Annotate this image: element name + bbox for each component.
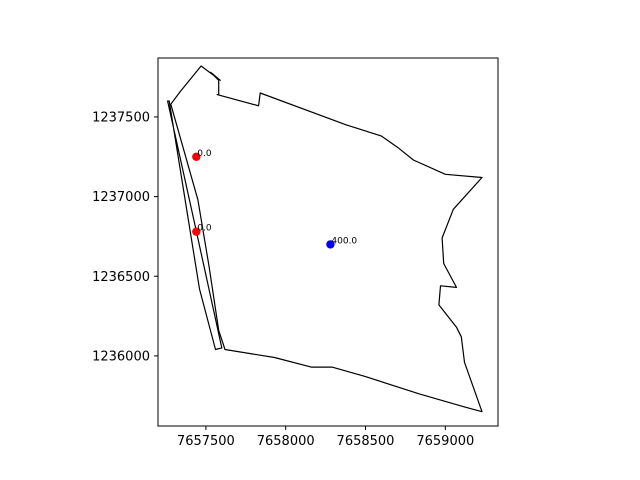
point-label-1-2: 0.0 — [197, 224, 212, 234]
data-point-1-1 — [192, 152, 201, 161]
y-tick-label-3: 1237000 — [92, 190, 150, 205]
y-tick-label-2: 1236500 — [92, 270, 150, 285]
x-tick-label-3: 7658500 — [337, 434, 395, 449]
boundary-outline-2 — [167, 100, 223, 351]
boundary-outlines — [167, 65, 483, 413]
axes: 7657500 7658000 7658500 7659000 1236000 12365… — [92, 57, 499, 449]
x-tick-label-4: 7659000 — [416, 434, 474, 449]
x-tick-label-1: 7657500 — [177, 434, 235, 449]
data-point-1-2 — [192, 227, 201, 236]
x-tick-label-2: 7658000 — [257, 434, 315, 449]
point-label-1-1: 0.0 — [197, 149, 212, 159]
boundary-outline-1 — [170, 65, 483, 413]
plot-frame — [157, 57, 499, 427]
y-tick-label-1: 1236000 — [92, 349, 150, 364]
data-points: 0.0 0.0 400.0 — [192, 149, 357, 249]
y-tick-label-4: 1237500 — [92, 110, 150, 125]
data-point-2-1 — [326, 240, 335, 249]
point-label-2-1: 400.0 — [331, 236, 357, 246]
